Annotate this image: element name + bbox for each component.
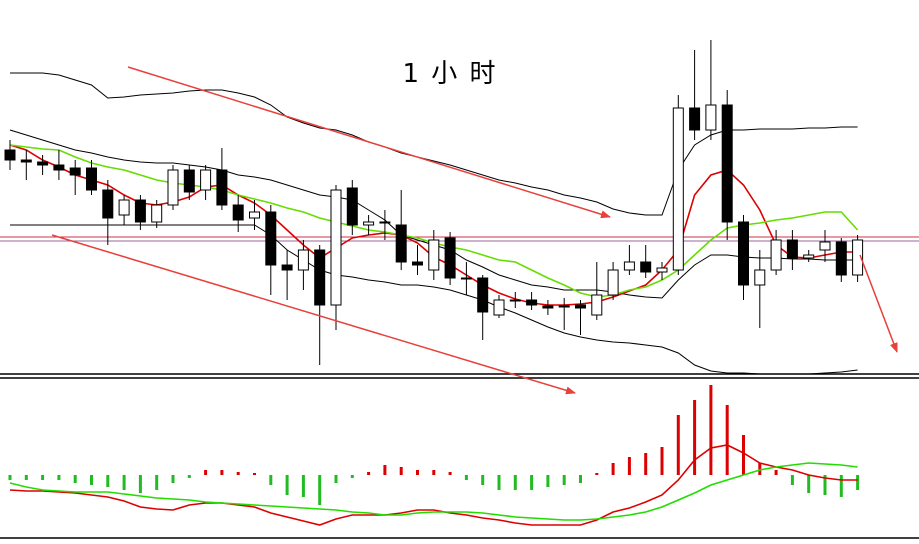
candle-body	[623, 261, 635, 271]
candle-body	[575, 304, 586, 309]
candle-body	[20, 159, 32, 163]
candle-body	[183, 169, 195, 193]
candle-body	[852, 239, 864, 276]
indicator-line	[9, 444, 858, 526]
trend-arrow	[51, 234, 576, 395]
candle-body	[395, 224, 407, 263]
candle-body	[738, 221, 749, 286]
candle-body	[689, 107, 701, 131]
price-panel	[0, 40, 919, 375]
candle-body	[803, 254, 815, 259]
indicator-line	[10, 72, 858, 216]
candle-body	[200, 169, 212, 191]
candle-body	[281, 264, 293, 271]
candle-body	[69, 167, 81, 176]
chart-title: 1 小 时	[402, 59, 497, 89]
candle-body	[460, 277, 472, 280]
candle-body	[509, 299, 521, 302]
trend-arrow	[859, 254, 898, 353]
candle-body	[330, 189, 342, 306]
candle-body	[249, 211, 260, 219]
trend-arrow	[127, 66, 611, 219]
candle-body	[232, 204, 244, 221]
candle-body	[607, 269, 619, 296]
candle-body	[379, 221, 391, 224]
candle-body	[721, 104, 733, 223]
candle-body	[444, 237, 456, 279]
candle-body	[134, 199, 146, 223]
macd-panel	[8, 385, 860, 526]
candle-body	[363, 221, 375, 226]
indicator-line	[10, 224, 858, 375]
candle-body	[216, 169, 228, 206]
candle-body	[672, 107, 684, 271]
candle-body	[705, 104, 717, 131]
candle-body	[4, 149, 16, 161]
candle-body	[314, 249, 326, 306]
candle-body	[770, 239, 782, 271]
indicator-line	[9, 462, 858, 521]
candle-body	[526, 299, 538, 306]
candle-body	[102, 189, 114, 219]
candle-body	[640, 261, 652, 273]
candle-body	[53, 164, 65, 171]
candle-body	[265, 211, 277, 266]
candle-body	[37, 161, 49, 166]
candle-body	[151, 204, 163, 223]
candle-body	[118, 199, 130, 216]
candle-body	[819, 241, 831, 251]
candle-body	[558, 305, 570, 308]
candle-body	[656, 267, 668, 273]
candle-body	[86, 167, 97, 191]
candle-body	[786, 239, 798, 259]
candle-body	[412, 261, 423, 266]
candle-body	[754, 269, 766, 286]
candle-body	[835, 241, 847, 276]
candle-body	[542, 305, 554, 309]
candle-body	[346, 187, 358, 226]
candle-body	[477, 277, 489, 313]
candle-body	[591, 294, 603, 316]
candle-body	[167, 169, 179, 206]
candle-body	[428, 239, 440, 271]
candle-body	[297, 249, 309, 271]
candle-body	[493, 299, 505, 316]
